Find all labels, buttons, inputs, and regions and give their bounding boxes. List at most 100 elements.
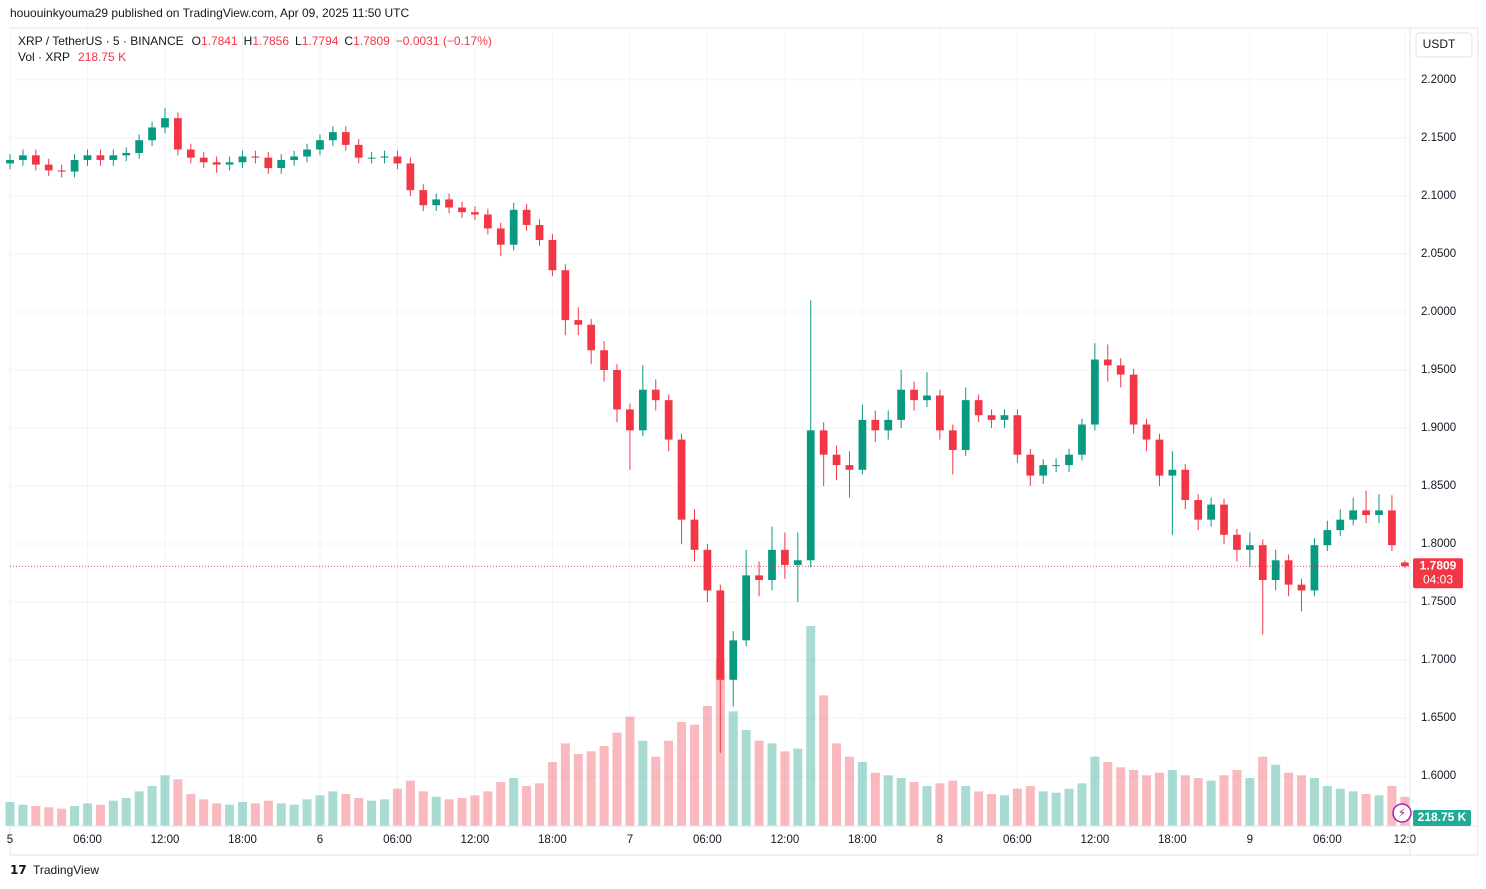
candle-body (1078, 424, 1086, 455)
x-tick-label: 6 (317, 834, 323, 846)
volume-bar (651, 756, 661, 826)
candle-body (148, 127, 156, 141)
currency-button[interactable] (1415, 32, 1473, 58)
x-tick-label: 12:00 (151, 834, 180, 846)
x-tick-label: 06:00 (383, 834, 412, 846)
candle-body (716, 590, 725, 680)
ohlc-letter: O (192, 34, 201, 48)
candle-body (1258, 545, 1267, 581)
volume-bar (354, 798, 364, 826)
candle-body (496, 228, 505, 245)
volume-bar (857, 762, 867, 826)
candle-body (897, 389, 906, 420)
x-tick-label: 06:00 (1313, 834, 1342, 846)
candle-body (1090, 359, 1099, 425)
price-axis (1410, 29, 1477, 826)
candle-body (1039, 465, 1048, 476)
candle-body (1026, 454, 1035, 476)
volume-value: 218.75 K (78, 50, 126, 64)
publish-note: hououinkyouma29 published on TradingView… (10, 6, 409, 20)
candle-body (1323, 530, 1332, 546)
candle-body (316, 140, 324, 150)
volume-bar (95, 804, 105, 826)
volume-bar (689, 724, 700, 826)
candle-body (31, 155, 40, 165)
volume-bar (844, 756, 855, 826)
volume-bar (1180, 775, 1190, 826)
volume-bar (1206, 780, 1216, 826)
volume-bar (547, 762, 557, 826)
candle-body (819, 430, 828, 455)
candle-body (987, 415, 996, 420)
volume-bar (1245, 778, 1255, 826)
candle-body (1000, 415, 1009, 420)
candle-body (509, 209, 518, 245)
y-tick-label: 1.7000 (1421, 654, 1456, 666)
candle-body (626, 409, 634, 431)
candle-body (458, 207, 466, 213)
volume-bar (535, 783, 545, 826)
x-tick-label: 9 (1247, 834, 1253, 846)
ohlc-letter: C (344, 34, 353, 48)
candle-body (225, 162, 234, 165)
candle-body (1116, 365, 1125, 375)
volume-bar (1387, 786, 1397, 826)
x-tick-label: 18:00 (848, 834, 877, 846)
candle-body (186, 149, 195, 158)
candle-body (1168, 469, 1177, 476)
volume-bar (1309, 778, 1319, 826)
candle-body (535, 224, 544, 241)
volume-bar (18, 804, 28, 826)
volume-bar (922, 786, 932, 826)
ohlc-value: 1.7809 (353, 34, 390, 48)
candle-body (96, 155, 105, 160)
volume-bar (883, 775, 893, 826)
candle-body (380, 156, 389, 158)
y-tick-label: 2.2000 (1421, 74, 1456, 86)
volume-bar (82, 803, 93, 826)
candle-body (471, 212, 479, 215)
candle-body (290, 156, 299, 160)
volume-bar (496, 782, 506, 826)
volume-bar (599, 746, 609, 826)
candle-body (1155, 439, 1164, 476)
candle-body (871, 419, 880, 431)
volume-bar (289, 804, 299, 826)
y-tick-label: 2.1000 (1421, 190, 1456, 202)
volume-bar (677, 722, 687, 826)
candle-body (57, 170, 66, 172)
ohlc-value: 1.7856 (252, 34, 289, 48)
volume-bar (57, 808, 67, 826)
volume-bar (173, 779, 183, 826)
y-tick-label: 1.6000 (1421, 770, 1456, 782)
candle-body (1129, 374, 1138, 425)
candle-body (199, 157, 208, 163)
ohlc-value: 1.7841 (201, 34, 238, 48)
candle-body (1349, 510, 1358, 520)
volume-bar (1219, 775, 1229, 826)
candle-body (1103, 359, 1112, 366)
symbol-legend: XRP / TetherUS · 5 · BINANCE O1.7841 H1.78… (18, 34, 492, 48)
candle-body (341, 132, 350, 145)
candle-body (1284, 560, 1293, 585)
x-tick-label: 8 (937, 834, 943, 846)
candle-body (574, 320, 583, 325)
candle-body (793, 560, 802, 565)
candle-body (483, 214, 492, 229)
alert-icon[interactable] (1392, 803, 1412, 823)
volume-bar (1348, 791, 1358, 826)
volume-bar (1167, 770, 1177, 826)
candle-body (548, 240, 557, 271)
volume-bars (5, 626, 1410, 826)
volume-bar (199, 799, 209, 826)
volume-bar (974, 791, 984, 826)
volume-bar (328, 791, 338, 826)
volume-bar (225, 804, 235, 826)
candle-body (703, 549, 712, 591)
volume-bar (999, 795, 1009, 826)
x-tick-label: 18:00 (538, 834, 567, 846)
volume-bar (1361, 794, 1371, 826)
volume-bar (315, 795, 325, 826)
volume-bar (961, 786, 971, 826)
candle-body (561, 270, 570, 321)
